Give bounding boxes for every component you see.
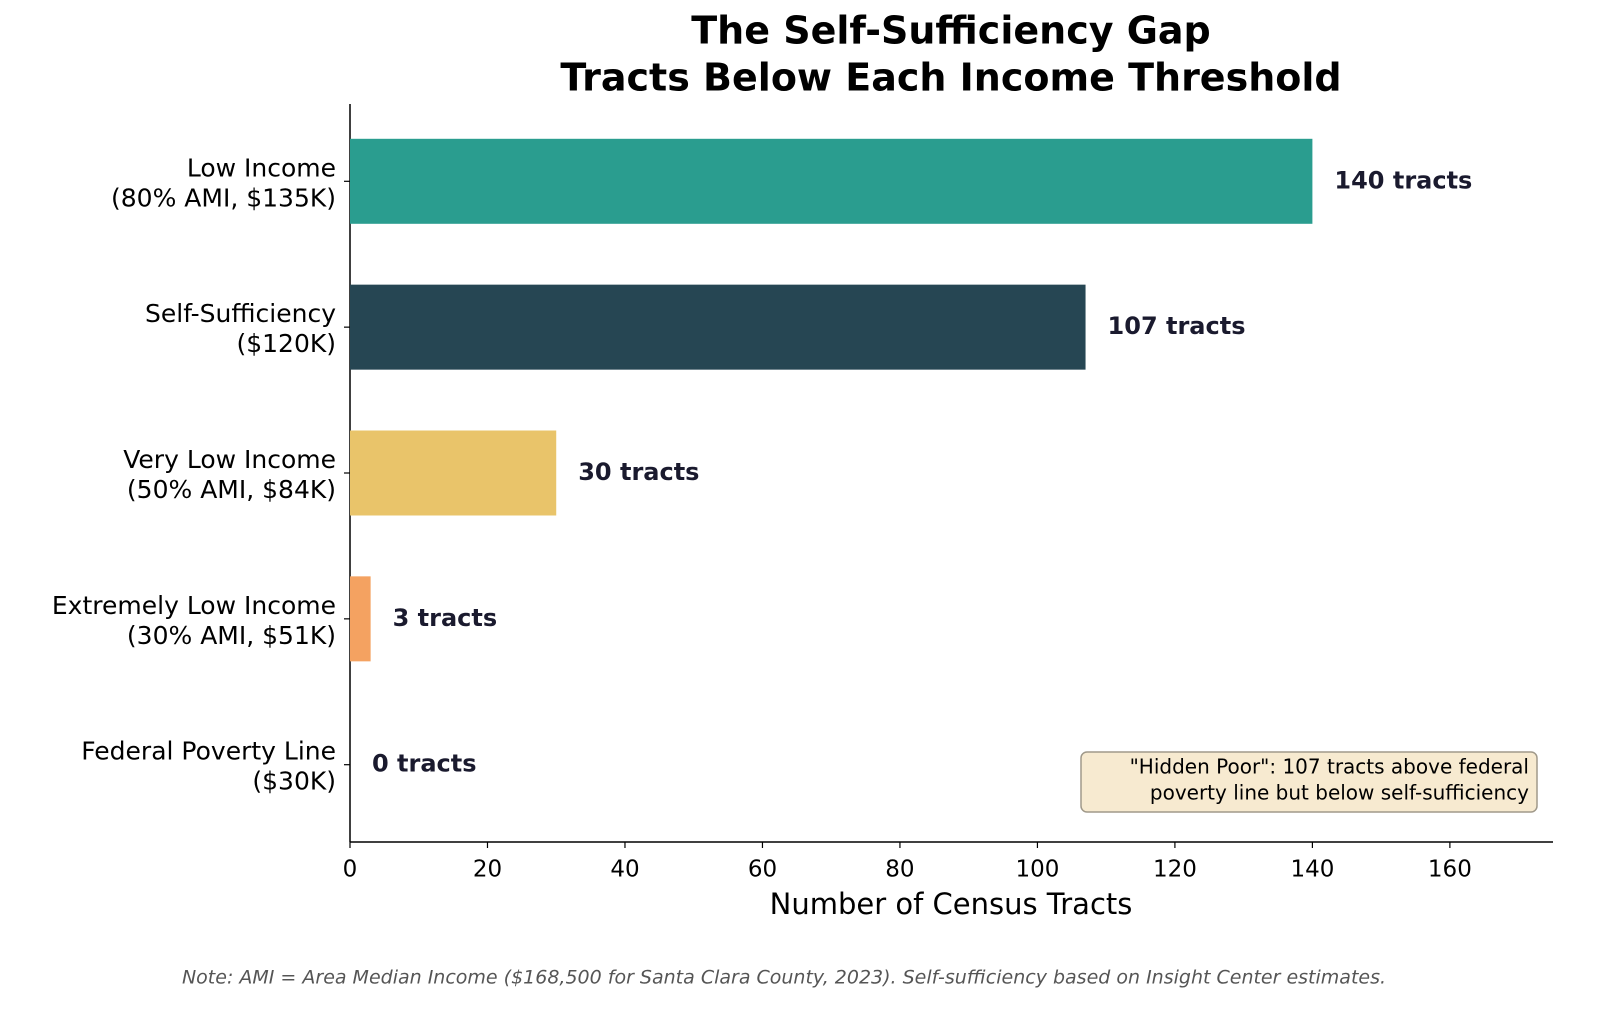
annotation-box: [1080, 751, 1538, 813]
y-tick-label: Low Income: [187, 153, 336, 182]
value-label: 0 tracts: [372, 750, 477, 778]
value-label: 107 tracts: [1108, 312, 1246, 340]
x-tick-label: 40: [610, 857, 639, 883]
bar: [350, 138, 1313, 224]
x-tick-label: 120: [1153, 857, 1197, 883]
x-tick-label: 20: [473, 857, 502, 883]
x-tick-label: 140: [1290, 857, 1334, 883]
y-tick-label: Federal Poverty Line: [81, 737, 336, 766]
y-tick-label: Extremely Low Income: [52, 591, 336, 620]
y-tick-label: (30% AMI, $51K): [127, 621, 336, 650]
footnote: Note: AMI = Area Median Income ($168,500…: [182, 967, 1386, 989]
chart-title: The Self-Sufficiency Gap: [691, 9, 1211, 53]
value-label: 30 tracts: [578, 458, 699, 486]
y-tick-label: Self-Sufficiency: [145, 299, 336, 328]
x-axis-label: Number of Census Tracts: [770, 887, 1133, 921]
x-tick-label: 100: [1015, 857, 1059, 883]
y-tick-label: ($30K): [252, 767, 336, 796]
x-tick-label: 0: [343, 857, 358, 883]
bar: [350, 284, 1086, 370]
annotation: "Hidden Poor": 107 tracts above federal: [1130, 755, 1529, 779]
bar: [350, 430, 557, 516]
annotation: poverty line but below self-sufficiency: [1150, 781, 1529, 805]
x-tick-label: 80: [885, 857, 914, 883]
chart-title: Tracts Below Each Income Threshold: [560, 56, 1341, 100]
y-tick-label: (50% AMI, $84K): [127, 475, 336, 504]
bar: [350, 576, 371, 662]
value-label: 140 tracts: [1334, 166, 1472, 194]
y-tick-label: (80% AMI, $135K): [111, 183, 336, 212]
y-tick-label: ($120K): [236, 329, 336, 358]
value-label: 3 tracts: [393, 604, 498, 632]
x-tick-label: 60: [748, 857, 777, 883]
y-tick-label: Very Low Income: [123, 445, 336, 474]
x-tick-label: 160: [1428, 857, 1472, 883]
